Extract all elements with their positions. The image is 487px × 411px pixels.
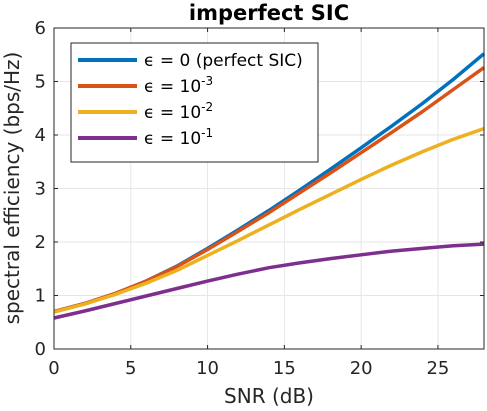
series-line-3 — [53, 242, 485, 320]
legend-label-3: ϵ = 10-1 — [144, 126, 213, 149]
legend: ϵ = 0 (perfect SIC)ϵ = 10-3ϵ = 10-2ϵ = 1… — [70, 42, 319, 163]
y-tick-label: 6 — [35, 18, 46, 39]
y-tick-label: 4 — [35, 125, 46, 146]
x-tick-label: 20 — [350, 358, 373, 379]
series-lines — [53, 52, 486, 320]
y-tick-label: 3 — [35, 179, 46, 200]
legend-label-1: ϵ = 10-3 — [144, 74, 213, 97]
x-tick-label: 25 — [426, 358, 449, 379]
legend-label-base: 10 — [180, 103, 202, 123]
x-axis-label: SNR (dB) — [224, 384, 314, 408]
legend-label-prefix: ϵ = — [144, 51, 180, 71]
ticks: 0 5 10 15 20 25 0 1 2 3 4 5 6 — [35, 18, 484, 379]
legend-label-prefix: ϵ = — [144, 129, 180, 149]
legend-box — [70, 42, 319, 163]
chart-title: imperfect SIC — [189, 1, 349, 25]
x-tick-label: 15 — [273, 358, 296, 379]
series-line-2 — [53, 126, 485, 314]
legend-label-base: 0 (perfect SIC) — [180, 51, 303, 71]
legend-label-prefix: ϵ = — [144, 77, 180, 97]
y-tick-label: 0 — [35, 339, 46, 360]
legend-label-prefix: ϵ = — [144, 103, 180, 123]
y-axis-label: spectral efficiency (bps/Hz) — [0, 52, 24, 325]
legend-label-exponent: -1 — [201, 126, 213, 140]
legend-label-2: ϵ = 10-2 — [144, 100, 213, 123]
grid — [54, 28, 484, 349]
y-tick-label: 5 — [35, 72, 46, 93]
legend-label-base: 10 — [180, 77, 202, 97]
x-tick-label: 5 — [125, 358, 136, 379]
y-tick-label: 2 — [35, 232, 46, 253]
legend-label-exponent: -2 — [201, 100, 213, 114]
x-tick-label: 0 — [48, 358, 59, 379]
legend-label-exponent: -3 — [201, 74, 213, 88]
x-tick-label: 10 — [196, 358, 219, 379]
legend-label-base: 10 — [180, 129, 202, 149]
y-tick-label: 1 — [35, 286, 46, 307]
legend-label-0: ϵ = 0 (perfect SIC) — [144, 51, 303, 71]
